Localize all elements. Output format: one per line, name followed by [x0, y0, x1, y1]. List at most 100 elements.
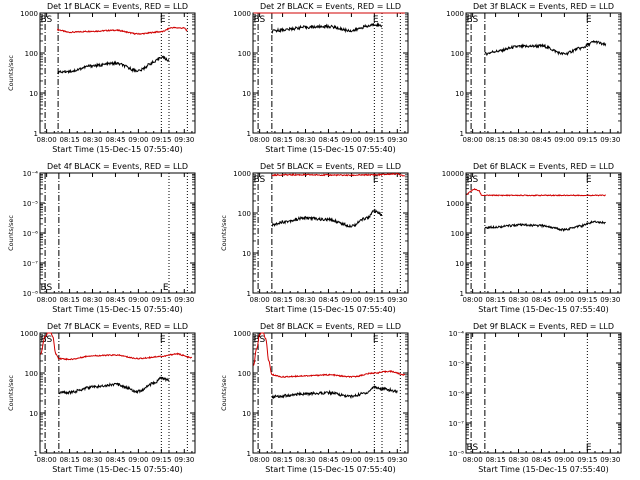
x-tick-label: 08:45 [531, 456, 551, 464]
panel-7: Det 7f BLACK = Events, RED = LLD 08:00 08:… [7, 322, 196, 474]
x-tick-label: 08:15 [485, 456, 505, 464]
x-tick-label: 09:15 [151, 136, 171, 144]
x-tick-label: 08:30 [82, 136, 102, 144]
x-tick-label: 09:00 [554, 296, 574, 304]
event-marker-label: BS [467, 175, 479, 185]
x-tick-label: 09:15 [364, 456, 384, 464]
x-tick-label: 08:45 [105, 456, 125, 464]
event-marker-label: BS [254, 335, 266, 345]
lld-series-line [40, 332, 193, 361]
y-tick-label: 10 [29, 90, 38, 98]
event-marker-label: E [160, 15, 166, 25]
x-tick-label: 09:30 [387, 456, 407, 464]
x-tick-label: 09:00 [128, 296, 148, 304]
x-tick-label: 09:00 [341, 136, 361, 144]
x-tick-label: 08:00 [250, 456, 270, 464]
y-tick-label: 100 [238, 50, 251, 58]
y-tick-label: 1000 [233, 170, 251, 178]
x-tick-label: 08:00 [250, 136, 270, 144]
x-tick-label: 08:15 [272, 456, 292, 464]
x-tick-label: 08:45 [318, 456, 338, 464]
y-axis-label: Counts/sec [7, 55, 15, 91]
x-tick-label: 09:00 [128, 136, 148, 144]
event-marker-label: BS [41, 335, 53, 345]
x-tick-label: 08:15 [272, 136, 292, 144]
y-tick-label: 100 [451, 230, 464, 238]
panel-title: Det 4f BLACK = Events, RED = LLD [47, 162, 188, 171]
x-tick-label: 08:15 [485, 136, 505, 144]
panel-title: Det 1f BLACK = Events, RED = LLD [47, 2, 188, 11]
y-tick-label: 1 [247, 290, 251, 298]
events-series-line [484, 39, 607, 57]
x-tick-label: 08:00 [250, 296, 270, 304]
event-marker-label: BS [467, 443, 479, 453]
x-tick-label: 09:30 [387, 296, 407, 304]
x-tick-label: 08:30 [295, 296, 315, 304]
x-tick-label: 08:30 [295, 136, 315, 144]
plot-frame [465, 12, 622, 134]
y-tick-label: 1000 [233, 10, 251, 18]
y-tick-label: 10⁻⁴ [449, 330, 465, 338]
events-series-line [271, 385, 398, 400]
x-tick-label: 08:45 [318, 296, 338, 304]
x-tick-label: 09:15 [577, 136, 597, 144]
panel-title: Det 6f BLACK = Events, RED = LLD [473, 162, 614, 171]
y-tick-label: 10 [242, 410, 251, 418]
x-tick-label: 09:00 [554, 136, 574, 144]
y-tick-label: 1 [34, 450, 38, 458]
event-marker-label: E [586, 15, 592, 25]
y-tick-label: 10⁻⁵ [449, 360, 465, 368]
x-axis-label: Start Time (15-Dec-15 07:55:40) [52, 145, 183, 154]
y-tick-label: 1 [460, 290, 464, 298]
lld-series-line [271, 172, 405, 177]
event-marker-label: E [586, 443, 592, 453]
y-tick-label: 1000 [20, 330, 38, 338]
y-tick-label: 10 [242, 250, 251, 258]
events-series-line [58, 376, 170, 396]
x-tick-label: 09:30 [387, 136, 407, 144]
panel-title: Det 9f BLACK = Events, RED = LLD [473, 322, 614, 331]
x-tick-label: 09:15 [577, 296, 597, 304]
y-tick-label: 10 [455, 260, 464, 268]
event-marker-label: E [586, 175, 592, 185]
x-tick-label: 08:30 [82, 296, 102, 304]
plot-frame [252, 332, 409, 454]
x-tick-label: 09:30 [174, 296, 194, 304]
x-tick-label: 08:45 [318, 136, 338, 144]
events-series-line [484, 220, 606, 232]
y-tick-label: 100 [25, 50, 38, 58]
event-marker-label: E [373, 15, 379, 25]
y-tick-label: 100 [25, 370, 38, 378]
panel-title: Det 3f BLACK = Events, RED = LLD [473, 2, 614, 11]
y-tick-label: 1 [34, 130, 38, 138]
events-series-line [56, 55, 170, 75]
lld-series-line [466, 187, 606, 197]
x-tick-label: 08:45 [105, 136, 125, 144]
x-tick-label: 09:00 [128, 456, 148, 464]
x-tick-label: 08:00 [37, 456, 57, 464]
y-tick-label: 10⁻⁷ [449, 420, 465, 428]
x-tick-label: 09:15 [577, 456, 597, 464]
y-tick-label: 1 [247, 130, 251, 138]
x-tick-label: 08:00 [37, 136, 57, 144]
y-tick-label: 10⁻⁷ [23, 260, 39, 268]
y-tick-label: 10 [29, 410, 38, 418]
x-tick-label: 08:45 [105, 296, 125, 304]
y-tick-label: 10⁻⁶ [449, 390, 465, 398]
panel-title: Det 7f BLACK = Events, RED = LLD [47, 322, 188, 331]
y-tick-label: 10⁻⁵ [23, 200, 39, 208]
x-tick-label: 09:15 [151, 296, 171, 304]
x-axis-label: Start Time (15-Dec-15 07:55:40) [265, 465, 396, 474]
event-marker-label: E [160, 335, 166, 345]
x-tick-label: 08:30 [508, 136, 528, 144]
events-series-line [271, 208, 382, 228]
x-tick-label: 09:30 [174, 136, 194, 144]
x-tick-label: 09:15 [364, 136, 384, 144]
x-tick-label: 09:30 [600, 136, 620, 144]
x-tick-label: 08:45 [531, 296, 551, 304]
event-marker-label: E [373, 335, 379, 345]
x-tick-label: 09:15 [364, 296, 384, 304]
